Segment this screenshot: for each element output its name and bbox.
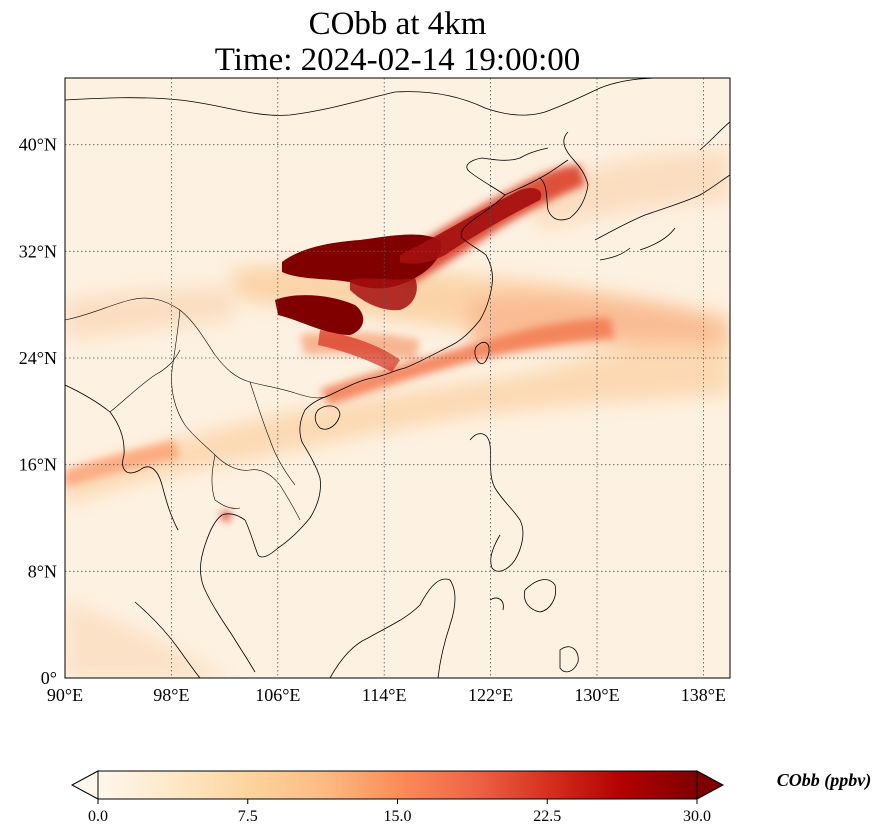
- field-layer: [65, 78, 730, 678]
- map-title-line2: Time: 2024-02-14 19:00:00: [214, 42, 581, 78]
- colorbar-max-extend: [696, 770, 725, 800]
- colorbar-tick-label: 30.0: [683, 808, 711, 825]
- coastlines: [65, 78, 730, 678]
- lon-tick-label: 122°E: [468, 685, 513, 705]
- map-title-line1: CObb at 4km: [308, 6, 487, 42]
- colorbar-tick-label: 7.5: [238, 808, 258, 825]
- colorbar-ticks: 0.0 7.5 15.0 22.5 30.0: [88, 799, 711, 825]
- lat-tick-label: 0°: [41, 668, 57, 688]
- lon-tick-label: 114°E: [362, 685, 407, 705]
- graticule: [65, 78, 730, 678]
- colorbar-tick-label: 22.5: [533, 808, 561, 825]
- lat-tick-label: 16°N: [19, 455, 57, 475]
- colorbar: 0.0 7.5 15.0 22.5 30.0 CObb (ppbv): [70, 770, 871, 825]
- map-frame: [64, 77, 731, 679]
- colorbar-min-extend: [70, 770, 99, 800]
- lon-tick-label: 130°E: [574, 685, 619, 705]
- colorbar-tick-label: 15.0: [384, 808, 412, 825]
- lon-tick-label: 138°E: [681, 685, 726, 705]
- lat-tick-label: 24°N: [19, 348, 57, 368]
- latitude-labels: 0° 8°N 16°N 24°N 32°N 40°N: [19, 135, 57, 688]
- longitude-labels: 90°E 98°E 106°E 114°E 122°E 130°E 138°E: [47, 685, 726, 705]
- lat-tick-label: 40°N: [19, 135, 57, 155]
- colorbar-label: CObb (ppbv): [777, 770, 871, 791]
- plume-cores: [275, 188, 542, 372]
- colorbar-body: [98, 771, 697, 799]
- lon-tick-label: 90°E: [47, 685, 83, 705]
- colorbar-tick-label: 0.0: [88, 808, 108, 825]
- lat-tick-label: 8°N: [28, 561, 57, 581]
- lon-tick-label: 98°E: [153, 685, 189, 705]
- lat-tick-label: 32°N: [19, 241, 57, 261]
- lon-tick-label: 106°E: [255, 685, 300, 705]
